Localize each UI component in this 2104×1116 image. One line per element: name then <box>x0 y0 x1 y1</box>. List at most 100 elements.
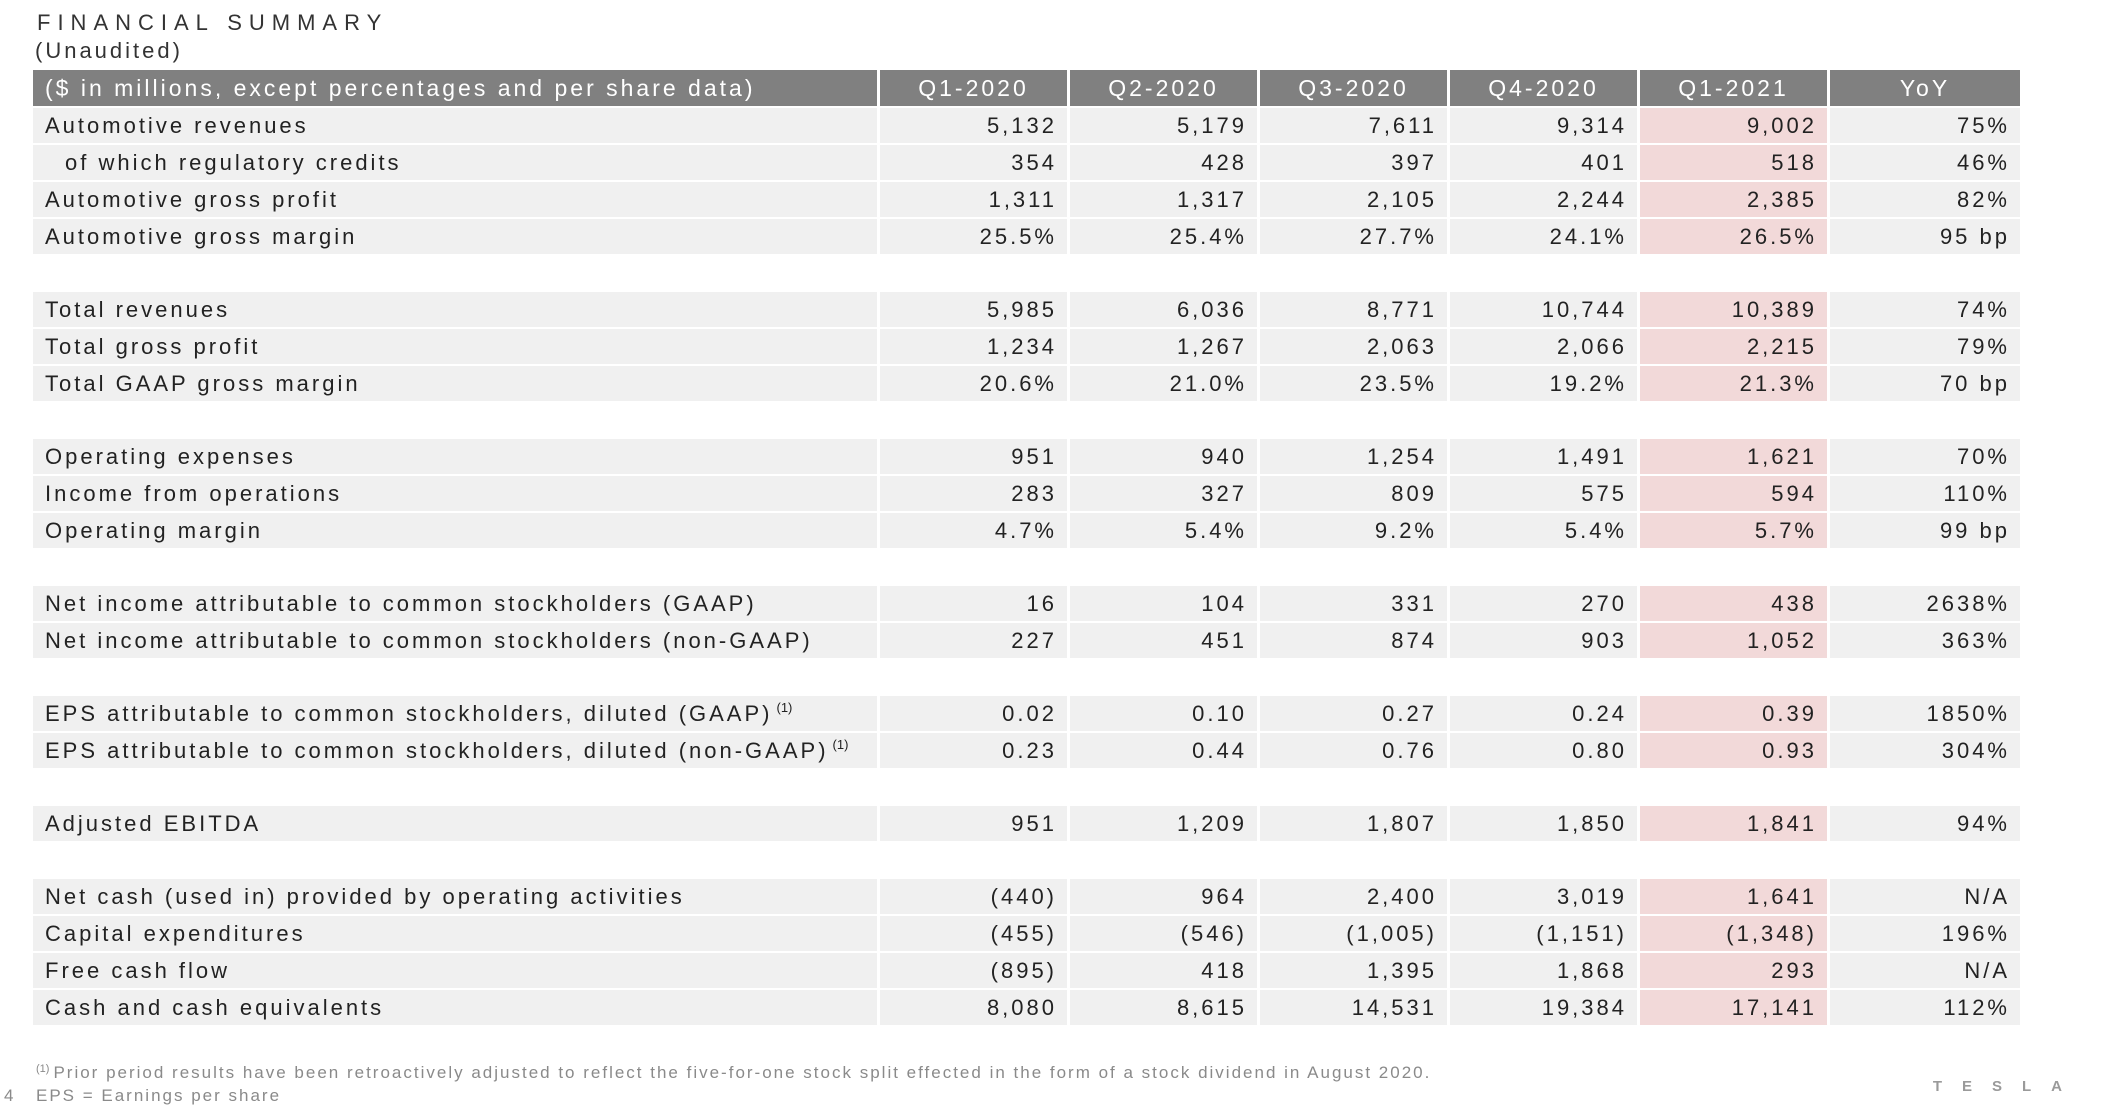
cell-q2-2020: 327 <box>1067 474 1257 511</box>
column-header-yoy: YoY <box>1827 70 2020 106</box>
cell-q1-2020: 283 <box>877 474 1067 511</box>
cell-q2-2020: 1,209 <box>1067 804 1257 841</box>
row-label-text: Free cash flow <box>45 957 231 983</box>
cell-q4-2020: 24.1% <box>1447 217 1637 254</box>
cell-q1-2021: 0.39 <box>1637 694 1827 731</box>
row-label-text: Total GAAP gross margin <box>45 370 361 396</box>
row-label: Adjusted EBITDA <box>33 804 877 841</box>
cell-yoy: 95 bp <box>1827 217 2020 254</box>
row-label: Net income attributable to common stockh… <box>33 621 877 658</box>
row-label-text: Net income attributable to common stockh… <box>45 627 813 653</box>
cell-q4-2020: 5.4% <box>1447 511 1637 548</box>
cell-q4-2020: 575 <box>1447 474 1637 511</box>
row-label: Cash and cash equivalents <box>33 988 877 1025</box>
cell-q4-2020: 1,850 <box>1447 804 1637 841</box>
row-label: Net income attributable to common stockh… <box>33 584 877 621</box>
cell-yoy: 70% <box>1827 437 2020 474</box>
column-header-q2-2020: Q2-2020 <box>1067 70 1257 106</box>
cell-yoy: 196% <box>1827 914 2020 951</box>
cell-q1-2020: 16 <box>877 584 1067 621</box>
cell-q1-2020: (440) <box>877 877 1067 914</box>
spacer-cell <box>33 254 2020 290</box>
row-label: Operating expenses <box>33 437 877 474</box>
cell-q1-2020: 20.6% <box>877 364 1067 401</box>
cell-q1-2021: 17,141 <box>1637 988 1827 1025</box>
cell-q1-2020: 1,311 <box>877 180 1067 217</box>
header-label: ($ in millions, except percentages and p… <box>33 70 877 106</box>
footnote-text: Prior period results have been retroacti… <box>53 1063 1432 1082</box>
cell-q1-2020: 5,132 <box>877 106 1067 143</box>
cell-q2-2020: 964 <box>1067 877 1257 914</box>
table-row: Operating margin 4.7% 5.4% 9.2% 5.4% 5.7% 99 b… <box>33 511 2020 548</box>
page-number: 4 <box>4 1086 14 1105</box>
row-label-text: Automotive gross profit <box>45 186 339 212</box>
table-row: Adjusted EBITDA 951 1,209 1,807 1,850 1,841 94… <box>33 804 2020 841</box>
cell-q2-2020: 5.4% <box>1067 511 1257 548</box>
cell-q1-2021: 10,389 <box>1637 290 1827 327</box>
cell-q1-2021: 438 <box>1637 584 1827 621</box>
table-row: Operating expenses 951 940 1,254 1,491 1,621 7… <box>33 437 2020 474</box>
cell-q3-2020: 7,611 <box>1257 106 1447 143</box>
cell-q3-2020: 809 <box>1257 474 1447 511</box>
table-row: EPS attributable to common stockholders,… <box>33 731 2020 768</box>
cell-yoy: 79% <box>1827 327 2020 364</box>
row-label-text: Net income attributable to common stockh… <box>45 590 757 616</box>
cell-q1-2021: 0.93 <box>1637 731 1827 768</box>
cell-q4-2020: 3,019 <box>1447 877 1637 914</box>
row-label: Income from operations <box>33 474 877 511</box>
cell-q3-2020: 9.2% <box>1257 511 1447 548</box>
row-label-text: Automotive gross margin <box>45 223 358 249</box>
spacer-cell <box>33 768 2020 804</box>
cell-yoy: 75% <box>1827 106 2020 143</box>
table-row: Total revenues 5,985 6,036 8,771 10,744 10,38… <box>33 290 2020 327</box>
cell-q2-2020: 5,179 <box>1067 106 1257 143</box>
table-header: ($ in millions, except percentages and p… <box>33 70 2020 106</box>
eps-definition-note: EPS = Earnings per share <box>36 1086 282 1105</box>
table-row: Net cash (used in) provided by operating… <box>33 877 2020 914</box>
cell-q1-2021: 21.3% <box>1637 364 1827 401</box>
table-row: Automotive gross margin 25.5% 25.4% 27.7% 24… <box>33 217 2020 254</box>
cell-q2-2020: 451 <box>1067 621 1257 658</box>
row-label: Operating margin <box>33 511 877 548</box>
footnote-reference: (1) <box>832 737 849 752</box>
row-label: Total revenues <box>33 290 877 327</box>
cell-q3-2020: 1,254 <box>1257 437 1447 474</box>
cell-q4-2020: 1,491 <box>1447 437 1637 474</box>
column-header-q1-2021: Q1-2021 <box>1637 70 1827 106</box>
cell-yoy: 99 bp <box>1827 511 2020 548</box>
cell-q4-2020: 903 <box>1447 621 1637 658</box>
cell-yoy: N/A <box>1827 951 2020 988</box>
spacer-cell <box>33 401 2020 437</box>
cell-q4-2020: 10,744 <box>1447 290 1637 327</box>
cell-q2-2020: 0.44 <box>1067 731 1257 768</box>
brand-logo: TESLA <box>1932 1078 2082 1095</box>
cell-q2-2020: 21.0% <box>1067 364 1257 401</box>
spacer-row <box>33 841 2020 877</box>
column-header-q1-2020: Q1-2020 <box>877 70 1067 106</box>
cell-q4-2020: 270 <box>1447 584 1637 621</box>
spacer-row <box>33 658 2020 694</box>
cell-q1-2020: 25.5% <box>877 217 1067 254</box>
cell-q1-2020: 0.02 <box>877 694 1067 731</box>
cell-q1-2020: (895) <box>877 951 1067 988</box>
spacer-row <box>33 401 2020 437</box>
cell-q3-2020: 8,771 <box>1257 290 1447 327</box>
row-label-text: Cash and cash equivalents <box>45 994 385 1020</box>
footnote: (1) Prior period results have been retroa… <box>36 1063 1431 1083</box>
row-label-text: Operating expenses <box>45 443 296 469</box>
column-header-q3-2020: Q3-2020 <box>1257 70 1447 106</box>
cell-q2-2020: 940 <box>1067 437 1257 474</box>
cell-q4-2020: 19.2% <box>1447 364 1637 401</box>
cell-q2-2020: 0.10 <box>1067 694 1257 731</box>
cell-q3-2020: 397 <box>1257 143 1447 180</box>
cell-q3-2020: 2,063 <box>1257 327 1447 364</box>
cell-q1-2021: 594 <box>1637 474 1827 511</box>
cell-q1-2021: (1,348) <box>1637 914 1827 951</box>
financial-summary-table-wrapper: ($ in millions, except percentages and p… <box>33 70 2020 1025</box>
spacer-row <box>33 548 2020 584</box>
cell-yoy: 74% <box>1827 290 2020 327</box>
row-label-text: Income from operations <box>45 480 343 506</box>
row-label-text: EPS attributable to common stockholders,… <box>45 738 829 763</box>
header-row: ($ in millions, except percentages and p… <box>33 70 2020 106</box>
cell-yoy: 82% <box>1827 180 2020 217</box>
